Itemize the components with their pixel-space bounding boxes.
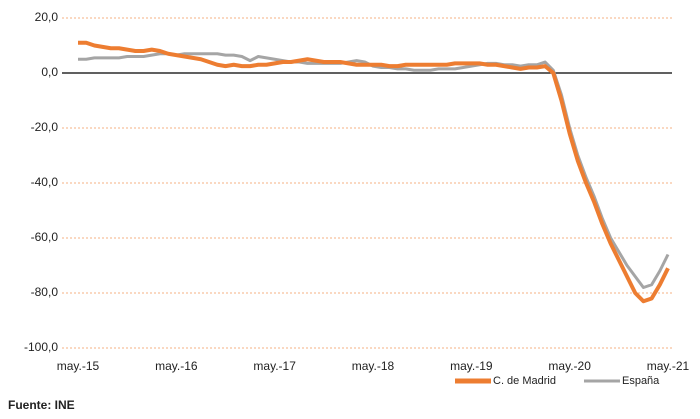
x-tick-label: may.-16 — [155, 359, 198, 373]
x-tick-label: may.-18 — [352, 359, 395, 373]
y-tick-label: -60,0 — [31, 230, 59, 244]
y-tick-label: 20,0 — [35, 10, 59, 24]
y-tick-label: -40,0 — [31, 175, 59, 189]
source: Fuente: INE — [8, 398, 75, 412]
y-tick-label: -100,0 — [24, 340, 58, 354]
x-tick-label: may.-21 — [647, 359, 690, 373]
x-tick-label: may.-19 — [450, 359, 493, 373]
x-tick-label: may.-17 — [253, 359, 296, 373]
y-tick-label: -80,0 — [31, 285, 59, 299]
y-tick-label: -20,0 — [31, 120, 59, 134]
legend-label: España — [622, 375, 660, 387]
legend-label: C. de Madrid — [493, 375, 556, 387]
x-tick-label: may.-15 — [57, 359, 100, 373]
series-line — [78, 40, 670, 304]
x-tick-label: may.-20 — [548, 359, 591, 373]
y-tick-label: 0,0 — [41, 65, 58, 79]
